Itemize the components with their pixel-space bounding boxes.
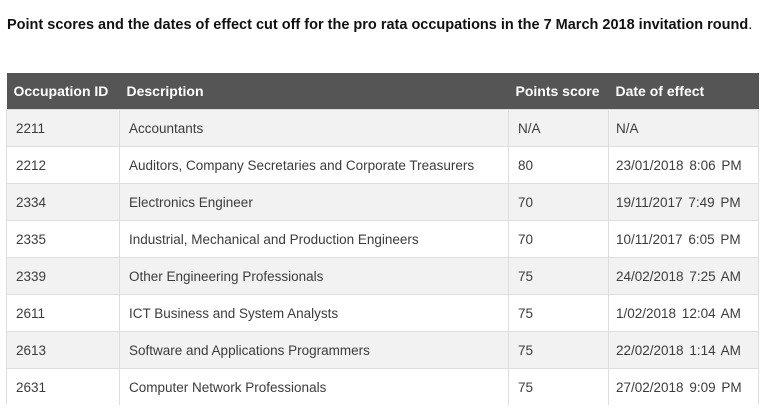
table-row: 2613 Software and Applications Programme… bbox=[6, 331, 759, 369]
cell-points-score: 75 bbox=[508, 368, 609, 405]
header-points-score: Points score bbox=[508, 73, 609, 110]
cell-points-score: 75 bbox=[508, 294, 609, 332]
cell-date-of-effect: 23/01/2018 8:06 PM bbox=[608, 146, 759, 184]
cell-occupation-id: 2334 bbox=[6, 183, 120, 221]
caption-period: . bbox=[748, 17, 753, 33]
cell-description: Accountants bbox=[119, 109, 509, 147]
cell-points-score: 75 bbox=[508, 257, 609, 295]
cell-description: Auditors, Company Secretaries and Corpor… bbox=[119, 146, 509, 184]
cell-occupation-id: 2611 bbox=[6, 294, 120, 332]
table-row: 2611 ICT Business and System Analysts 75… bbox=[6, 294, 759, 332]
cell-date-of-effect: 27/02/2018 9:09 PM bbox=[608, 368, 759, 405]
table-caption: Point scores and the dates of effect cut… bbox=[7, 14, 757, 36]
cell-occupation-id: 2613 bbox=[6, 331, 120, 369]
cell-date-of-effect: 24/02/2018 7:25 AM bbox=[608, 257, 759, 295]
table-row: 2339 Other Engineering Professionals 75 … bbox=[6, 257, 759, 295]
occupation-scores-table: Occupation ID Description Points score D… bbox=[6, 73, 759, 405]
cell-date-of-effect: 19/11/2017 7:49 PM bbox=[608, 183, 759, 221]
header-row: Occupation ID Description Points score D… bbox=[6, 73, 759, 110]
cell-occupation-id: 2335 bbox=[6, 220, 120, 258]
table-row: 2211 Accountants N/A N/A bbox=[6, 109, 759, 147]
cell-points-score: 70 bbox=[508, 183, 609, 221]
cell-occupation-id: 2339 bbox=[6, 257, 120, 295]
cell-occupation-id: 2211 bbox=[6, 109, 120, 147]
cell-occupation-id: 2212 bbox=[6, 146, 120, 184]
table-row: 2334 Electronics Engineer 70 19/11/2017 … bbox=[6, 183, 759, 221]
table-header: Occupation ID Description Points score D… bbox=[6, 73, 759, 110]
cell-description: Electronics Engineer bbox=[119, 183, 509, 221]
cell-description: Industrial, Mechanical and Production En… bbox=[119, 220, 509, 258]
table-row: 2212 Auditors, Company Secretaries and C… bbox=[6, 146, 759, 184]
header-occupation-id: Occupation ID bbox=[6, 73, 120, 110]
table-row: 2335 Industrial, Mechanical and Producti… bbox=[6, 220, 759, 258]
cell-description: Software and Applications Programmers bbox=[119, 331, 509, 369]
cell-description: Other Engineering Professionals bbox=[119, 257, 509, 295]
header-description: Description bbox=[119, 73, 509, 110]
cell-description: Computer Network Professionals bbox=[119, 368, 509, 405]
cell-description: ICT Business and System Analysts bbox=[119, 294, 509, 332]
cell-date-of-effect: 22/02/2018 1:14 AM bbox=[608, 331, 759, 369]
cell-points-score: 80 bbox=[508, 146, 609, 184]
caption-text: Point scores and the dates of effect cut… bbox=[7, 17, 749, 33]
cell-points-score: N/A bbox=[508, 109, 609, 147]
table-row: 2631 Computer Network Professionals 75 2… bbox=[6, 368, 759, 405]
cell-date-of-effect: N/A bbox=[608, 109, 759, 147]
cell-date-of-effect: 10/11/2017 6:05 PM bbox=[608, 220, 759, 258]
cell-points-score: 70 bbox=[508, 220, 609, 258]
cell-occupation-id: 2631 bbox=[6, 368, 120, 405]
table-body: 2211 Accountants N/A N/A 2212 Auditors, … bbox=[6, 109, 759, 405]
cell-points-score: 75 bbox=[508, 331, 609, 369]
header-date-of-effect: Date of effect bbox=[608, 73, 759, 110]
cell-date-of-effect: 1/02/2018 12:04 AM bbox=[608, 294, 759, 332]
